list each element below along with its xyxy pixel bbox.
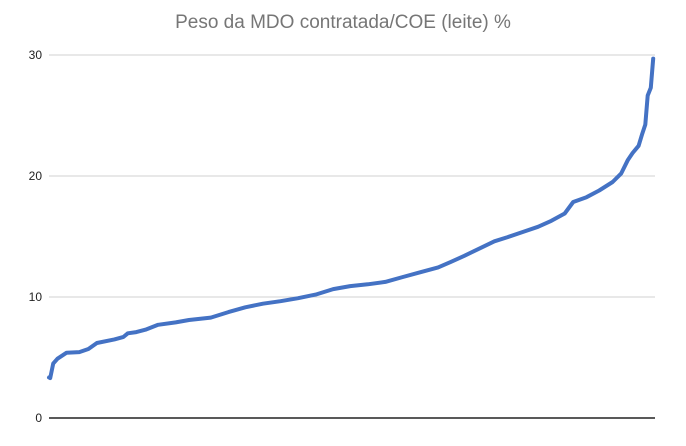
y-tick-label: 20 — [29, 169, 43, 183]
y-tick-label: 0 — [35, 411, 42, 425]
chart-title: Peso da MDO contratada/COE (leite) % — [175, 12, 511, 33]
series-line — [47, 56, 656, 381]
y-tick-label: 10 — [29, 290, 43, 304]
y-tick-label: 30 — [29, 48, 43, 62]
